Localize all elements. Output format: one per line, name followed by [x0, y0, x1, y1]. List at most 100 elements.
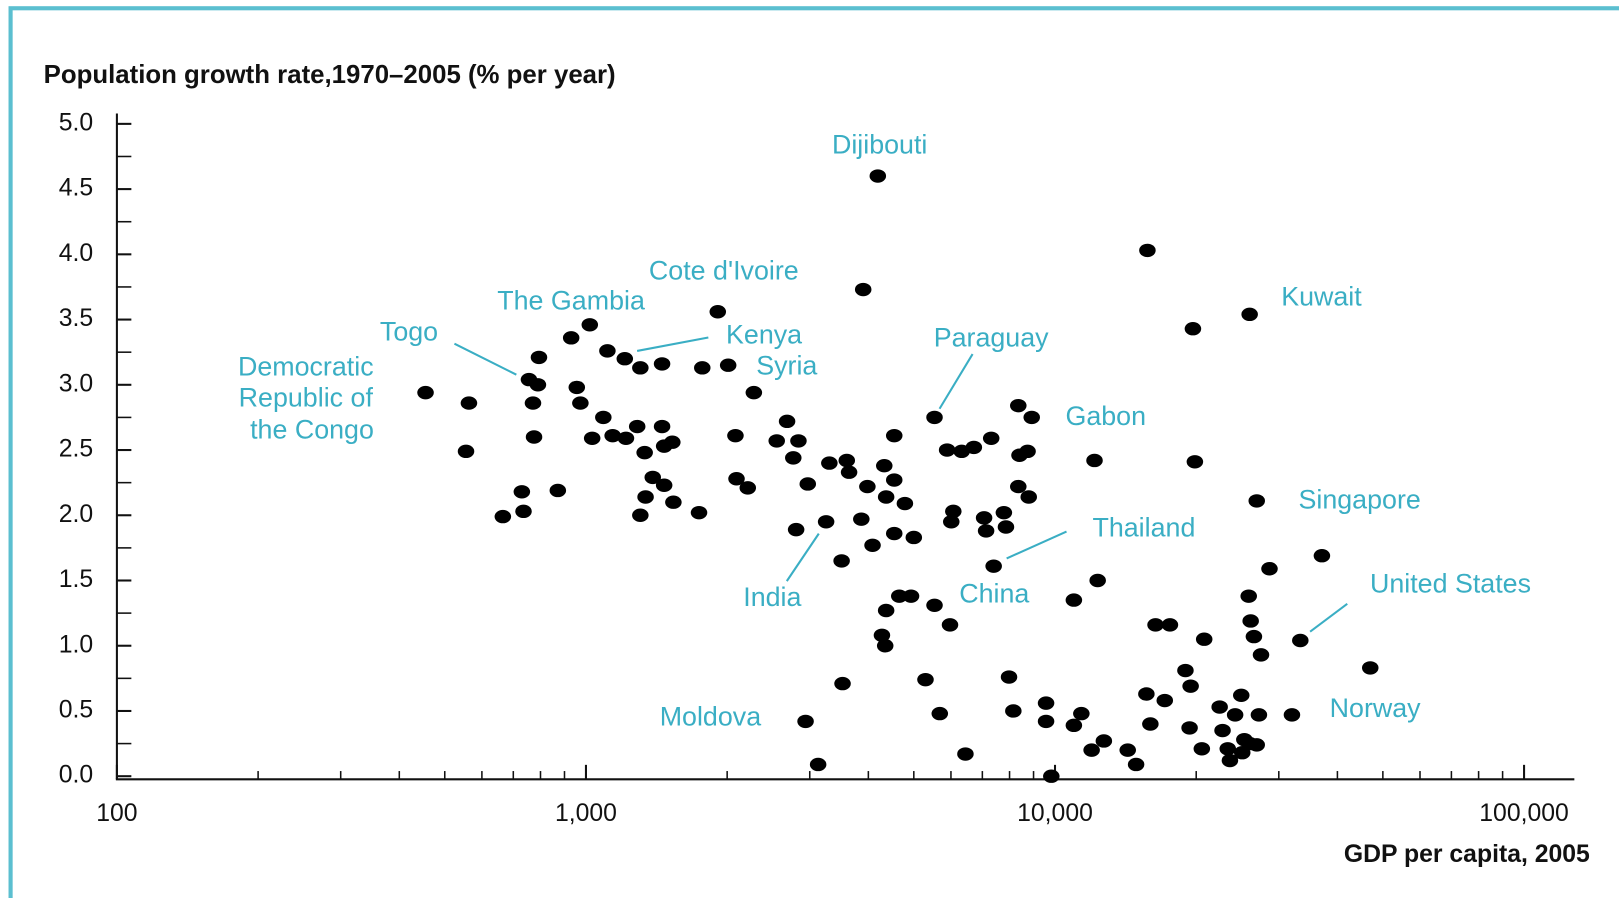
data-point: [1161, 618, 1179, 632]
data-point: [1248, 738, 1265, 752]
data-point: [1156, 693, 1174, 708]
chart-title: Population growth rate,1970–2005 (% per …: [44, 61, 616, 89]
data-point: [797, 714, 814, 729]
data-point: [790, 434, 807, 448]
data-point: [864, 538, 881, 552]
data-point: [787, 522, 805, 537]
x-tick-label: 1,000: [555, 800, 617, 827]
data-point: [1283, 708, 1301, 722]
annotation: Kenya: [726, 320, 802, 350]
data-point: [1240, 589, 1257, 603]
data-point: [1177, 663, 1194, 678]
data-point: [1138, 687, 1155, 701]
data-point: [628, 419, 646, 434]
data-point: [854, 282, 872, 297]
y-tick-label: 2.5: [59, 436, 93, 463]
data-point: [885, 428, 903, 443]
data-point: [727, 428, 744, 443]
data-point: [1193, 742, 1211, 756]
frame: [8, 6, 1619, 898]
data-point: [719, 358, 737, 372]
y-tick-label: 0.0: [59, 762, 93, 789]
x-tick-label: 100: [96, 800, 137, 827]
data-point: [529, 378, 547, 392]
data-point: [1037, 714, 1055, 729]
data-point: [1181, 721, 1198, 735]
data-point: [1139, 243, 1156, 258]
data-point: [876, 458, 893, 473]
data-point: [1142, 717, 1159, 731]
annotation: Cote d'Ivoire: [649, 256, 799, 286]
data-point: [1065, 593, 1083, 607]
data-point: [1073, 706, 1090, 721]
data-point: [965, 440, 983, 455]
data-point: [1005, 704, 1022, 718]
data-point: [1221, 753, 1239, 768]
data-point: [460, 396, 478, 410]
data-point: [1086, 453, 1103, 468]
data-point: [1292, 633, 1309, 648]
data-point: [745, 385, 763, 400]
annotation: Paraguay: [934, 323, 1049, 353]
data-point: [877, 603, 895, 618]
data-point: [926, 410, 943, 425]
data-point: [1083, 743, 1100, 757]
data-point: [568, 380, 586, 395]
y-tick-label: 2.0: [59, 501, 93, 528]
data-point: [905, 530, 923, 545]
data-point: [595, 410, 612, 425]
y-tick-label: 5.0: [59, 109, 93, 136]
data-point: [945, 504, 962, 519]
data-point: [1182, 679, 1199, 693]
annotation: Gabon: [1065, 401, 1146, 431]
data-point: [917, 672, 934, 687]
data-point: [977, 524, 995, 538]
annotation: United States: [1370, 568, 1531, 598]
data-point: [873, 628, 891, 643]
data-point: [1184, 321, 1202, 336]
annotation: Moldova: [660, 701, 761, 731]
data-point: [525, 430, 543, 444]
data-point: [1089, 573, 1106, 588]
data-point: [1010, 398, 1027, 413]
data-point: [694, 361, 711, 375]
data-point: [637, 490, 654, 504]
data-point: [1147, 618, 1164, 632]
data-point: [931, 706, 949, 721]
data-point: [1362, 661, 1379, 675]
y-tick-label: 1.0: [59, 631, 93, 658]
data-point: [985, 559, 1002, 573]
data-point: [1313, 549, 1331, 563]
data-point: [728, 472, 745, 486]
data-point: [599, 344, 616, 358]
data-point: [768, 434, 785, 448]
data-point: [690, 505, 708, 520]
data-point: [494, 509, 512, 524]
data-point: [515, 504, 532, 519]
data-point: [809, 757, 827, 772]
data-point: [833, 554, 850, 568]
data-point: [1010, 479, 1027, 494]
data-point: [524, 396, 542, 410]
data-point: [417, 385, 434, 400]
data-point: [885, 526, 903, 541]
data-point: [821, 456, 838, 470]
data-point: [530, 350, 548, 365]
data-point: [902, 589, 920, 603]
data-point: [549, 483, 567, 498]
annotation: Norway: [1330, 693, 1422, 723]
data-point: [1261, 562, 1278, 576]
data-point: [632, 508, 649, 522]
data-point: [1011, 448, 1028, 462]
data-point: [838, 453, 856, 468]
leader-lines: [453, 336, 1348, 633]
data-point: [877, 490, 895, 504]
y-tick-label: 4.5: [59, 175, 93, 202]
annotation: the Congo: [250, 415, 374, 445]
data-point: [817, 515, 835, 529]
data-point: [653, 419, 671, 434]
data-point: [653, 357, 671, 371]
data-point: [785, 451, 802, 465]
x-tick-label: 100,000: [1479, 800, 1569, 827]
